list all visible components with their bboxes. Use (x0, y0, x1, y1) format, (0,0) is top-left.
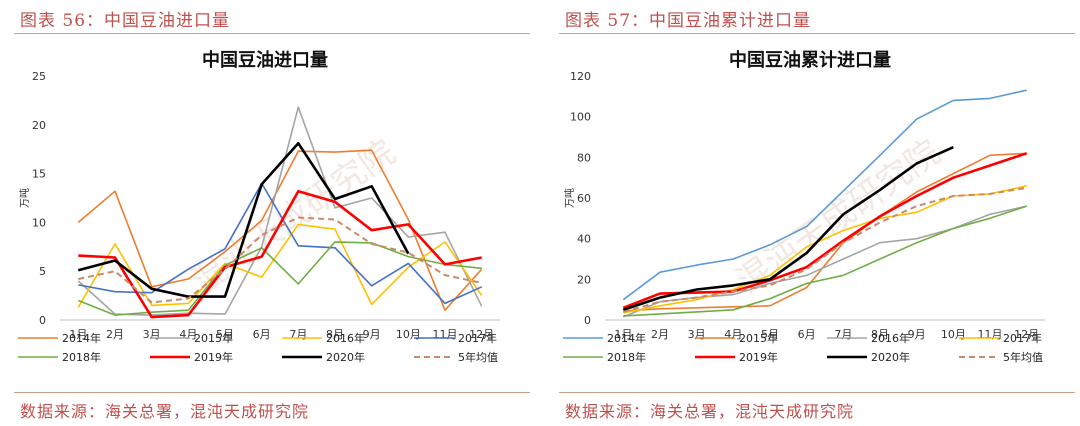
x-tick-label: 1月 (69, 328, 87, 341)
legend-label: 2016年 (326, 331, 365, 345)
x-tick-label: 2月 (106, 328, 124, 341)
legend-label: 5年均值 (458, 350, 498, 364)
series-line-5 (78, 189, 482, 319)
y-tick-label: 10 (32, 216, 46, 229)
left-figure: 图表 56：中国豆油进口量 混沌天成研究院 中国豆油进口量 万吨 0 5 10 15 20 25… (0, 0, 530, 426)
y-tick-label: 100 (570, 111, 591, 124)
y-tick-label: 120 (570, 70, 591, 83)
series-line-1 (77, 106, 483, 316)
legend-label: 2015年 (194, 331, 233, 345)
series-line-6 (77, 142, 410, 298)
figure-title: 图表 56：中国豆油进口量 (20, 11, 231, 31)
series-line-4 (623, 205, 1027, 317)
legend-label: 2014年 (607, 331, 646, 345)
x-tick-label: 9月 (363, 328, 381, 341)
bottom-rule (559, 392, 1075, 393)
y-tick-label: 5 (39, 265, 46, 278)
x-tick-label: 9月 (908, 328, 926, 341)
x-tick-label: 3月 (143, 328, 161, 341)
x-tick-label: 1月 (614, 328, 632, 341)
series-line-3 (78, 182, 483, 305)
x-tick-label: 7月 (834, 328, 852, 341)
x-tick-label: 3月 (688, 328, 706, 341)
y-tick-label: 20 (32, 119, 46, 132)
x-tick-label: 10月 (396, 328, 421, 341)
legend-label: 2019年 (739, 350, 778, 364)
legend-label: 2017年 (1003, 331, 1042, 345)
source-note: 数据来源：海关总署，混沌天成研究院 (565, 402, 855, 421)
x-tick-label: 5月 (216, 328, 234, 341)
series-line-5 (622, 152, 1028, 310)
series-line-2 (77, 223, 483, 308)
series-line-0 (77, 149, 483, 311)
legend-label: 2020年 (871, 350, 910, 364)
series-line-1 (623, 152, 1027, 312)
chart-title: 中国豆油累计进口量 (729, 49, 891, 71)
legend-label: 2018年 (62, 350, 101, 364)
legend-label: 2020年 (326, 350, 365, 364)
series-line-7 (78, 216, 482, 304)
right-figure: 图表 57：中国豆油累计进口量 混沌天成研究院 中国豆油累计进口量 万吨 0 20 40 6… (545, 0, 1075, 426)
y-tick-label: 60 (577, 192, 591, 205)
legend-label: 2018年 (607, 350, 646, 364)
x-tick-label: 2月 (651, 328, 669, 341)
y-tick-label: 0 (39, 314, 46, 327)
legend-label: 2017年 (458, 331, 497, 345)
legend-label: 2019年 (194, 350, 233, 364)
x-tick-label: 6月 (253, 328, 271, 341)
series-line-0 (622, 89, 1027, 301)
series-line-4 (78, 241, 482, 316)
x-tick-label: 10月 (941, 328, 966, 341)
chart-title: 中国豆油进口量 (202, 49, 328, 71)
y-tick-label: 20 (577, 273, 591, 286)
legend-label: 2016年 (871, 331, 910, 345)
x-tick-label: 12月 (469, 328, 494, 341)
legend-label: 2014年 (62, 331, 101, 345)
top-rule (559, 33, 1075, 34)
x-tick-label: 6月 (798, 328, 816, 341)
y-tick-label: 40 (577, 233, 591, 246)
y-axis-label: 万吨 (563, 188, 576, 208)
bottom-rule (14, 392, 530, 393)
x-tick-label: 5月 (761, 328, 779, 341)
x-tick-label: 7月 (289, 328, 307, 341)
y-tick-label: 25 (32, 70, 46, 83)
series-line-7 (623, 186, 1027, 313)
x-tick-label: 8月 (326, 328, 344, 341)
legend-label: 5年均值 (1003, 350, 1043, 364)
x-tick-label: 8月 (871, 328, 889, 341)
x-tick-label: 11月 (978, 328, 1003, 341)
top-rule (14, 33, 530, 34)
source-note: 数据来源：海关总署，混沌天成研究院 (20, 402, 310, 421)
x-tick-label: 12月 (1014, 328, 1039, 341)
figure-title: 图表 57：中国豆油累计进口量 (565, 11, 812, 31)
x-tick-label: 11月 (433, 328, 458, 341)
y-axis-label: 万吨 (18, 188, 31, 208)
series-line-6 (622, 146, 954, 312)
y-tick-label: 15 (32, 168, 46, 181)
y-tick-label: 0 (584, 314, 591, 327)
legend-label: 2015年 (739, 331, 778, 345)
y-tick-label: 80 (577, 151, 591, 164)
